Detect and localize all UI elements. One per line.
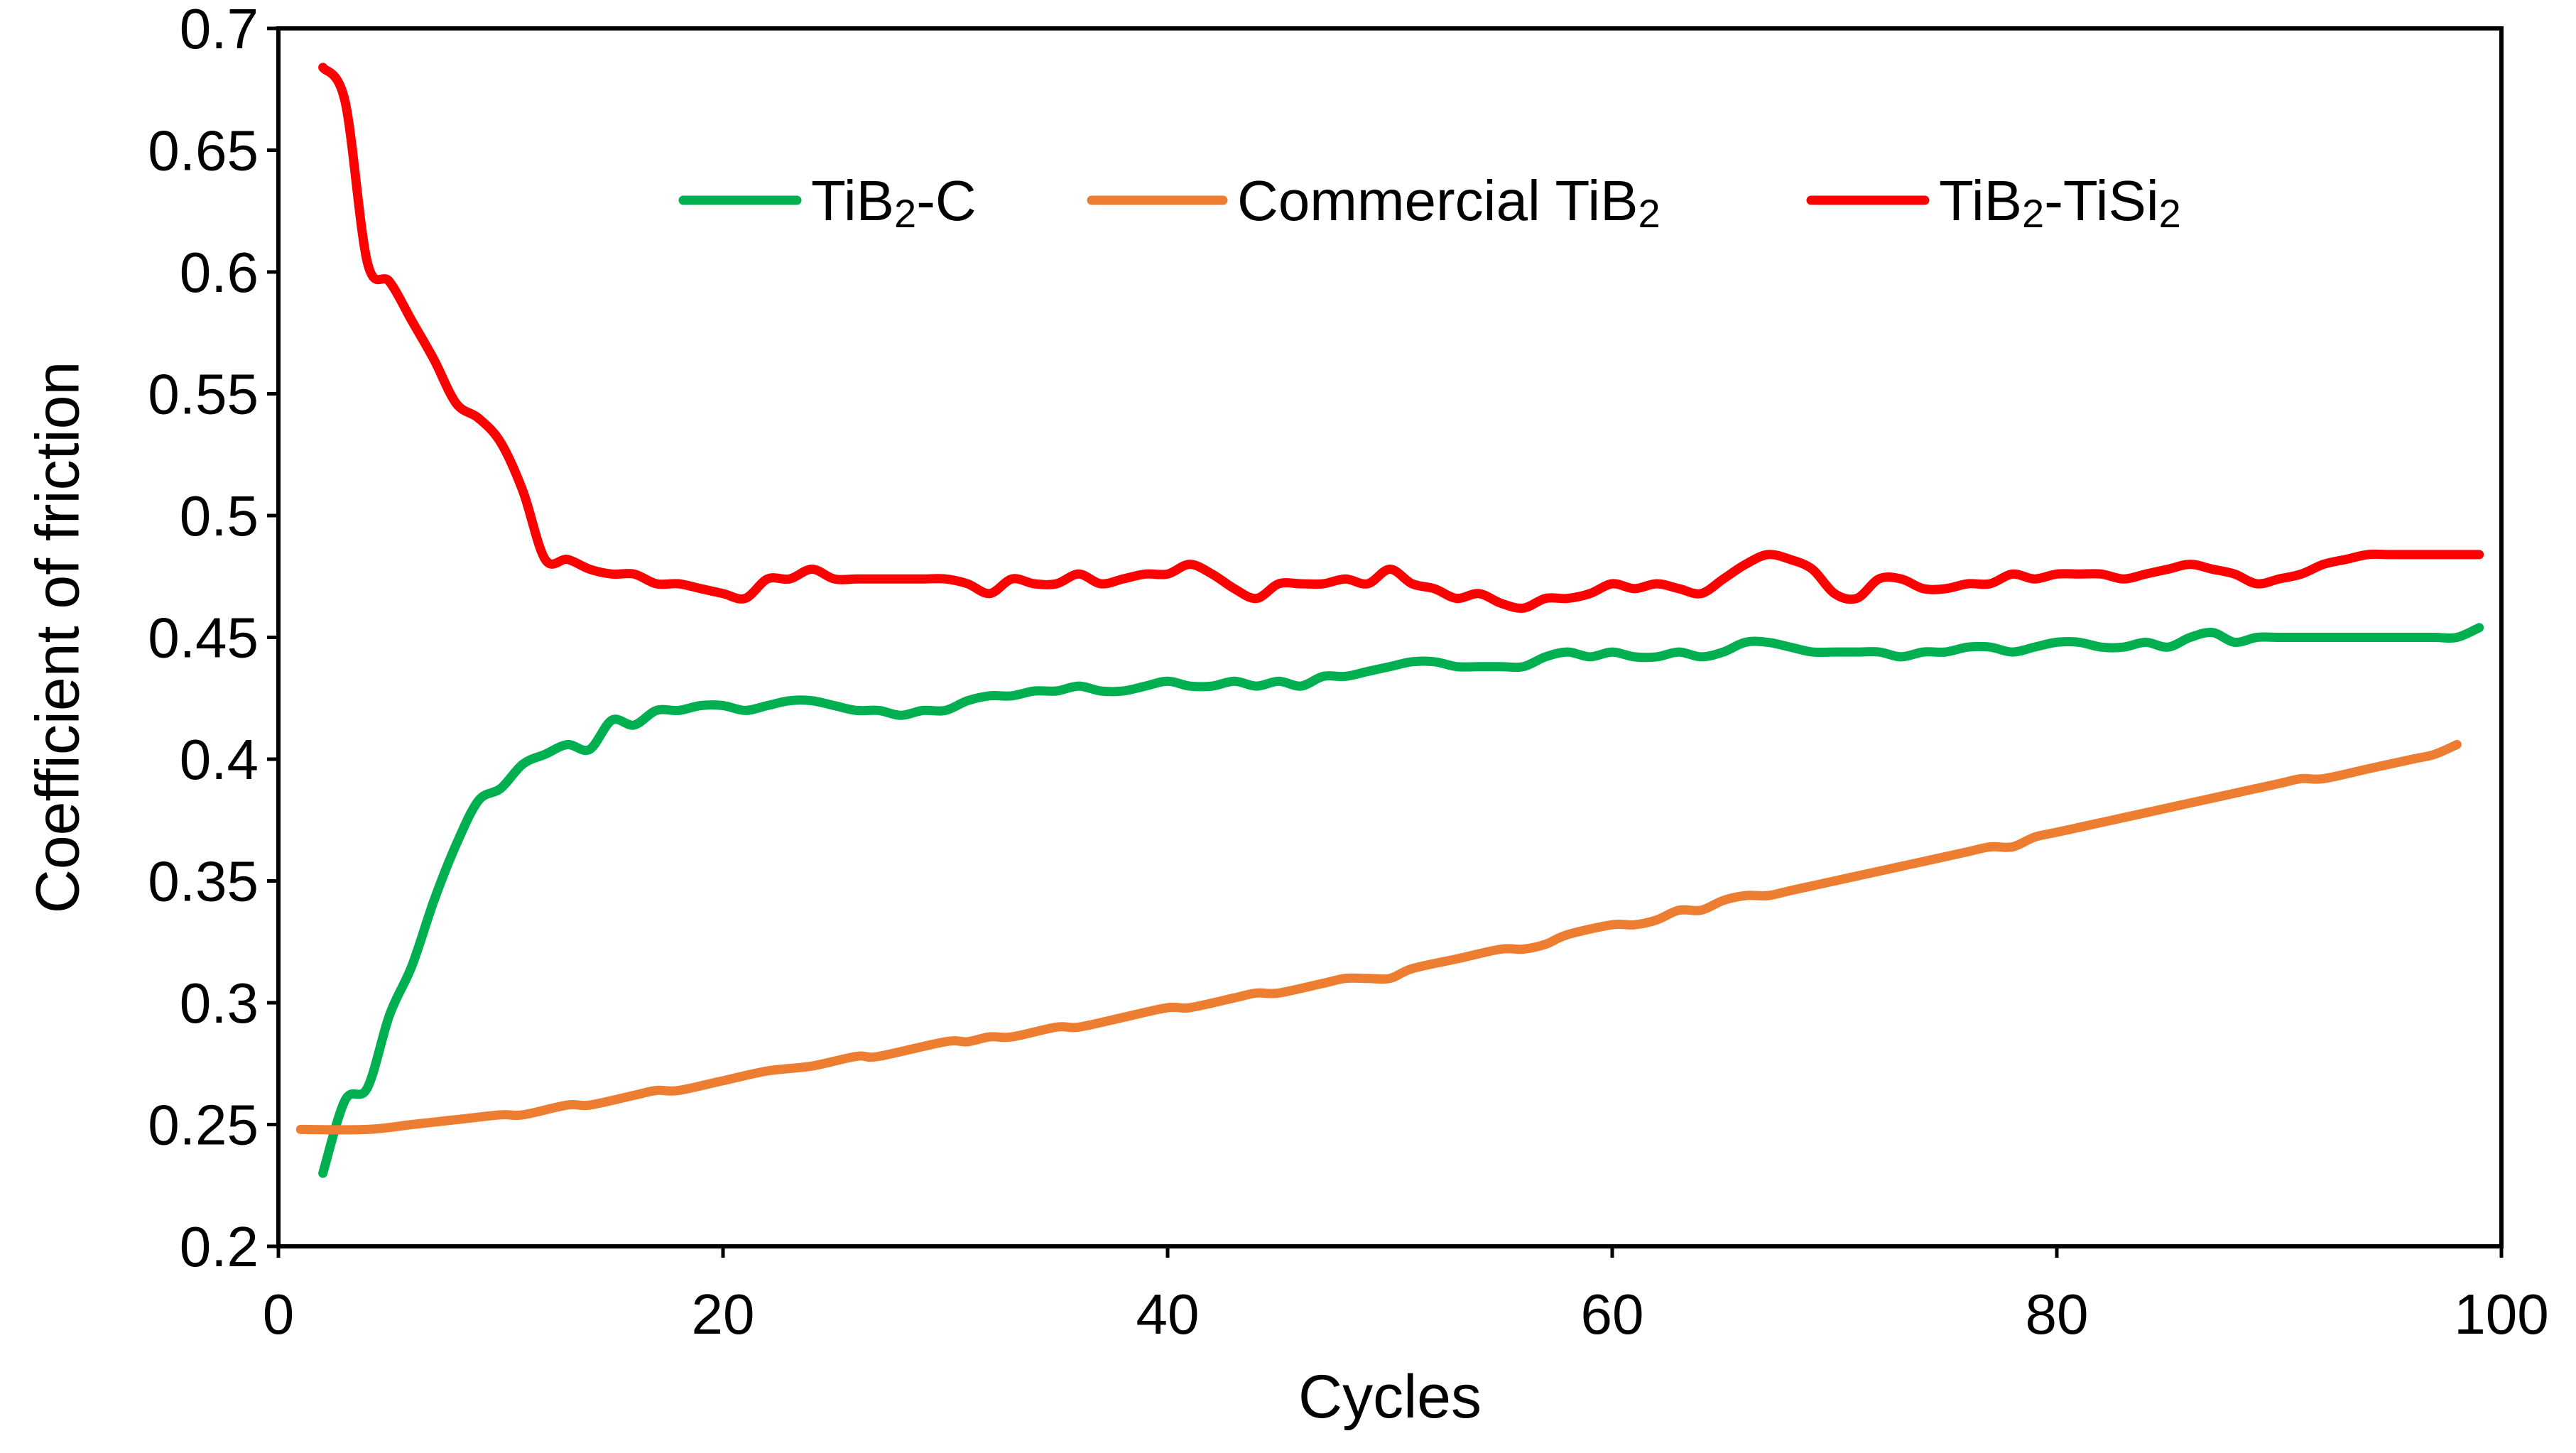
legend-label-1: Commercial TiB2 xyxy=(1237,169,1661,236)
y-tick-label: 0.35 xyxy=(148,850,259,913)
y-tick-label: 0.7 xyxy=(180,0,259,60)
x-tick-label: 100 xyxy=(2454,1283,2548,1346)
legend-label-2: TiB2-TiSi2 xyxy=(1939,169,2181,236)
x-tick-label: 0 xyxy=(263,1283,295,1346)
x-tick-label: 80 xyxy=(2026,1283,2089,1346)
y-axis-ticks: 0.2 0.25 0.3 0.35 0.4 0.45 0.5 0.55 0.6 0.65 0.7 xyxy=(148,0,278,1278)
y-tick-label: 0.4 xyxy=(180,728,259,791)
series-layer xyxy=(295,62,2484,1178)
y-tick-label: 0.65 xyxy=(148,119,259,183)
y-tick-label: 0.25 xyxy=(148,1094,259,1157)
x-tick-label: 40 xyxy=(1136,1283,1200,1346)
y-tick-label: 0.3 xyxy=(180,972,259,1035)
series-line-2 xyxy=(318,62,2484,613)
y-tick-label: 0.55 xyxy=(148,363,259,426)
y-tick-label: 0.45 xyxy=(148,606,259,670)
x-tick-label: 60 xyxy=(1581,1283,1644,1346)
y-tick-label: 0.6 xyxy=(180,241,259,304)
legend: TiB2-C Commercial TiB2 TiB2-TiSi2 xyxy=(678,169,2181,236)
series-line-0 xyxy=(318,623,2484,1178)
y-tick-label: 0.5 xyxy=(180,484,259,548)
series-line-1 xyxy=(295,739,2462,1135)
x-axis-title: Cycles xyxy=(1298,1363,1482,1431)
x-tick-label: 20 xyxy=(692,1283,755,1346)
y-tick-label: 0.2 xyxy=(180,1215,259,1278)
y-axis-title: Coefficient of friction xyxy=(24,361,92,914)
x-axis-ticks: 0 20 40 60 80 100 xyxy=(263,1246,2549,1346)
legend-label-0: TiB2-C xyxy=(811,169,977,236)
